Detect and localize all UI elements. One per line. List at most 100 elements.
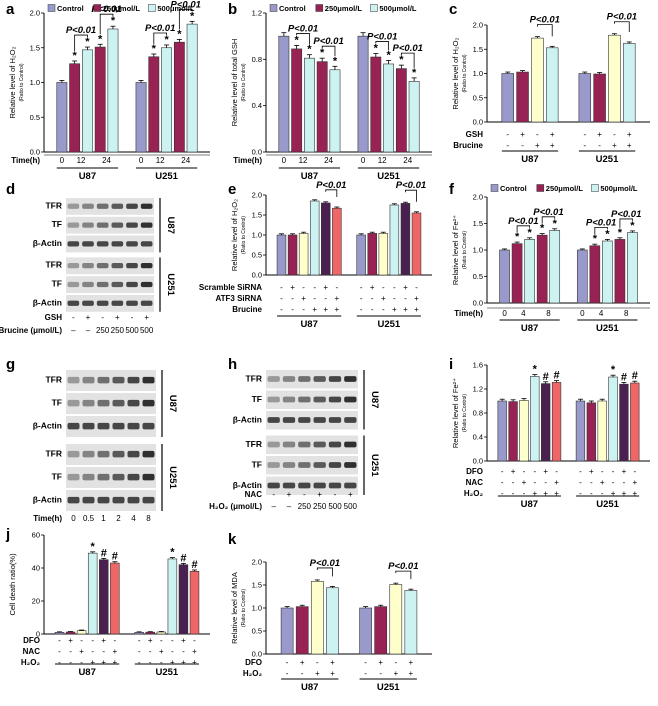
blot-band <box>313 482 326 489</box>
blot-strip <box>66 490 156 511</box>
y-tick-label: 2.0 <box>473 21 483 30</box>
blot-band <box>112 496 125 504</box>
p-value-bracket <box>325 189 338 197</box>
bar <box>411 212 422 276</box>
group-label: U87 <box>79 171 96 182</box>
condition-cell: - <box>286 669 289 678</box>
condition-cell: + <box>334 294 339 303</box>
significance-star: * <box>399 54 404 66</box>
blot-band <box>313 417 326 423</box>
blot-band <box>267 441 280 448</box>
lane-cell: + <box>287 490 292 499</box>
condition-cell: - <box>58 658 61 667</box>
panel-c: c 0.0 0.5 1.0 1.5 2.0 Relative level of H₂O₂ (R… <box>449 1 650 165</box>
condition-cell: - <box>280 283 283 292</box>
p-value-bracket <box>74 34 88 51</box>
blot-strip <box>266 456 358 475</box>
lane-cell: - <box>131 313 134 322</box>
blot-row-label: β-Actin <box>33 421 62 431</box>
condition-row-label: Brucine <box>453 141 483 150</box>
p-value-bracket <box>541 216 556 224</box>
significance-star: * <box>611 364 616 376</box>
condition-cell: + <box>192 647 197 656</box>
y-tick-label: 1.2 <box>473 385 483 394</box>
y-tick-label: 0.8 <box>252 55 262 64</box>
y-tick-label: 1.0 <box>30 78 40 87</box>
blot-band <box>313 396 326 403</box>
blot-group-label: U87 <box>167 395 178 412</box>
blot-band <box>282 482 296 489</box>
significance-star: * <box>98 33 103 45</box>
blot-strip <box>66 235 154 253</box>
bar <box>359 607 372 655</box>
blot-strip <box>266 476 358 495</box>
condition-cell: - <box>80 658 83 667</box>
blot-band <box>328 417 342 423</box>
bar <box>329 69 341 153</box>
bar <box>110 562 120 635</box>
bar <box>298 233 309 276</box>
blot-band <box>97 496 110 504</box>
bar <box>291 48 303 153</box>
blot-band <box>112 450 125 458</box>
bar <box>287 234 298 276</box>
blot-strip <box>66 216 154 234</box>
blot-band <box>96 300 109 306</box>
legend: Control 250μmol/L 500μmol/L <box>490 184 638 193</box>
condition-cell: - <box>393 283 396 292</box>
condition-cell: - <box>404 294 407 303</box>
bar <box>578 73 592 123</box>
blot-band <box>344 482 357 489</box>
legend-label: 500μmol/L <box>379 4 417 13</box>
condition-row-label: Scramble SiRNA <box>199 283 262 292</box>
y-tick-label: 0.4 <box>252 101 262 110</box>
blot-band <box>96 203 109 209</box>
group-label: U251 <box>377 319 400 330</box>
y-tick-label: 1.6 <box>473 361 483 370</box>
bar <box>389 584 403 655</box>
bar <box>589 245 601 304</box>
lane-cell: – <box>287 502 292 511</box>
blot-band <box>328 462 342 468</box>
p-value-label: P<0.01 <box>508 216 538 227</box>
condition-cell: - <box>149 647 152 656</box>
condition-cell: 0 <box>502 309 507 318</box>
condition-row-label: Time(h) <box>454 309 483 318</box>
significance-hash: # <box>101 547 107 559</box>
blot-band <box>82 473 95 481</box>
condition-cell: + <box>414 294 419 303</box>
condition-cell: + <box>79 647 84 656</box>
blot-band <box>140 222 153 228</box>
blot-band <box>142 422 155 430</box>
blot-row-label: β-Actin <box>233 414 262 424</box>
blot-band <box>112 376 125 384</box>
lane-cell: 4 <box>131 514 136 523</box>
condition-cell: - <box>360 283 363 292</box>
condition-cell: 4 <box>521 309 526 318</box>
significance-star: * <box>533 364 538 376</box>
y-axis-label: Relative level of H₂O₂ <box>230 199 239 271</box>
significance-star: * <box>527 227 532 239</box>
condition-cell: 0 <box>361 156 366 165</box>
lane-cell: – <box>271 502 276 511</box>
significance-star: * <box>152 43 157 55</box>
bar <box>295 606 309 655</box>
blot-band <box>344 417 357 423</box>
blot-strip <box>66 198 154 215</box>
bar <box>107 28 119 153</box>
condition-cell: - <box>379 669 382 678</box>
bar <box>65 631 76 635</box>
blot-group-label: U251 <box>369 454 380 477</box>
bar <box>516 71 529 123</box>
y-tick-label: 1.5 <box>30 43 40 52</box>
bar <box>189 570 200 635</box>
y-tick-label: 0.5 <box>473 93 483 102</box>
condition-cell: - <box>324 294 327 303</box>
y-tick-label: 1.5 <box>252 581 262 590</box>
lane-row-label: NAC <box>245 490 263 499</box>
blot-strip <box>66 467 156 488</box>
bar <box>99 559 109 635</box>
condition-cell: + <box>403 305 408 314</box>
condition-cell: - <box>555 467 558 476</box>
